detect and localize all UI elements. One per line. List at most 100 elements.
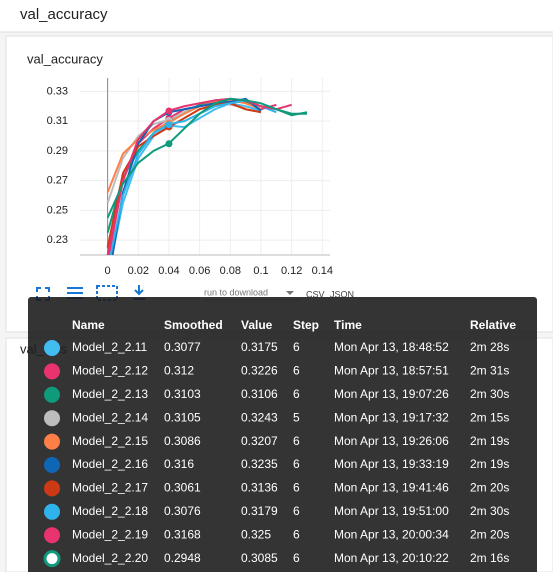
hover-point bbox=[165, 121, 173, 129]
tooltip-cell: Mon Apr 13, 19:26:06 bbox=[334, 434, 449, 448]
tooltip-cell: 0.3235 bbox=[241, 457, 278, 471]
tooltip-cell: 0.3085 bbox=[241, 551, 278, 565]
tooltip-cell: Model_2_2.12 bbox=[72, 364, 148, 378]
series-line bbox=[111, 97, 262, 255]
tooltip-cell: 0.3207 bbox=[241, 434, 278, 448]
run-swatch bbox=[44, 433, 60, 450]
tooltip-cell: 6 bbox=[293, 340, 300, 354]
tooltip-cell: 0.3243 bbox=[241, 410, 278, 424]
download-select[interactable]: run to download bbox=[204, 287, 268, 297]
x-tick-label: 0.1 bbox=[253, 265, 268, 277]
tooltip-cell: Model_2_2.20 bbox=[72, 551, 148, 565]
tooltip-header: Time bbox=[334, 318, 362, 332]
tooltip-cell: 0.312 bbox=[164, 364, 194, 378]
tooltip-cell: 2m 28s bbox=[470, 340, 509, 354]
tooltip-cell: Mon Apr 13, 18:57:51 bbox=[334, 364, 449, 378]
tooltip-cell: 6 bbox=[293, 551, 300, 565]
tooltip bbox=[28, 297, 537, 572]
tooltip-cell: Mon Apr 13, 19:33:19 bbox=[334, 457, 449, 471]
tooltip-header: Step bbox=[293, 318, 319, 332]
tooltip-header: Name bbox=[72, 318, 105, 332]
tooltip-cell: 0.3105 bbox=[164, 410, 201, 424]
y-tick-label: 0.25 bbox=[47, 204, 68, 216]
tooltip-cell: 6 bbox=[293, 527, 300, 541]
x-tick-label: 0.02 bbox=[128, 265, 149, 277]
y-tick-label: 0.23 bbox=[47, 234, 68, 246]
tooltip-cell: Mon Apr 13, 19:17:32 bbox=[334, 410, 449, 424]
csv-link[interactable]: CSV bbox=[306, 289, 325, 299]
tooltip-cell: Model_2_2.13 bbox=[72, 387, 148, 401]
fullscreen-icon[interactable] bbox=[36, 287, 50, 301]
x-tick-label: 0.04 bbox=[158, 265, 179, 277]
tooltip-cell: 2m 19s bbox=[470, 434, 509, 448]
x-tick-label: 0.12 bbox=[281, 265, 302, 277]
tooltip-cell: 0.316 bbox=[164, 457, 194, 471]
tooltip-cell: 2m 19s bbox=[470, 457, 509, 471]
tooltip-cell: 0.3103 bbox=[164, 387, 201, 401]
tooltip-cell: 0.3179 bbox=[241, 504, 278, 518]
x-tick-label: 0 bbox=[105, 265, 111, 277]
tooltip-cell: Mon Apr 13, 19:41:46 bbox=[334, 481, 449, 495]
series-line bbox=[106, 97, 292, 255]
tooltip-cell: Model_2_2.17 bbox=[72, 481, 148, 495]
run-swatch bbox=[44, 527, 60, 544]
tooltip-cell: 5 bbox=[293, 410, 300, 424]
tooltip-cell: 0.3077 bbox=[164, 340, 201, 354]
tooltip-cell: 0.3168 bbox=[164, 527, 201, 541]
tooltip-cell: 2m 15s bbox=[470, 410, 509, 424]
tooltip-cell: Model_2_2.15 bbox=[72, 434, 148, 448]
tooltip-cell: 6 bbox=[293, 457, 300, 471]
fit-domain-icon[interactable] bbox=[96, 285, 118, 301]
tooltip-cell: 0.3076 bbox=[164, 504, 201, 518]
tooltip-cell: Mon Apr 13, 19:51:00 bbox=[334, 504, 449, 518]
run-swatch bbox=[44, 503, 60, 520]
y-tick-label: 0.31 bbox=[47, 115, 68, 127]
tooltip-cell: 0.3061 bbox=[164, 481, 201, 495]
card bbox=[5, 35, 553, 333]
tooltip-cell: Model_2_2.11 bbox=[72, 340, 147, 354]
hover-point bbox=[165, 107, 173, 115]
tooltip-cell: 2m 30s bbox=[470, 504, 509, 518]
run-swatch bbox=[44, 480, 60, 497]
tooltip-cell: Mon Apr 13, 19:07:26 bbox=[334, 387, 449, 401]
tooltip-cell: 6 bbox=[293, 387, 300, 401]
tooltip-cell: 0.3106 bbox=[241, 387, 278, 401]
tooltip-cell: 0.3175 bbox=[241, 340, 278, 354]
series-line bbox=[106, 97, 308, 219]
x-tick-label: 0.08 bbox=[220, 265, 241, 277]
tooltip-cell: 0.3086 bbox=[164, 434, 201, 448]
run-swatch bbox=[44, 457, 60, 473]
tooltip-cell: 6 bbox=[293, 434, 300, 448]
header-title: val_accuracy bbox=[20, 6, 108, 23]
tooltip-cell: 2m 20s bbox=[470, 527, 509, 541]
x-tick-label: 0.06 bbox=[189, 265, 210, 277]
tooltip-cell: 6 bbox=[293, 481, 300, 495]
run-swatch bbox=[44, 340, 60, 356]
json-link[interactable]: JSON bbox=[330, 289, 354, 299]
tooltip-header: Smoothed bbox=[164, 318, 223, 332]
run-swatch bbox=[43, 550, 61, 568]
tooltip-cell: 2m 30s bbox=[470, 387, 509, 401]
tooltip-cell: 0.325 bbox=[241, 527, 271, 541]
tooltip-cell: 0.3226 bbox=[241, 364, 278, 378]
run-swatch bbox=[44, 410, 60, 427]
tooltip-cell: Model_2_2.14 bbox=[72, 410, 148, 424]
tooltip-cell: 2m 31s bbox=[470, 364, 509, 378]
tooltip-cell: 0.2948 bbox=[164, 551, 201, 565]
tooltip-cell: Mon Apr 13, 20:00:34 bbox=[334, 527, 449, 541]
hover-point bbox=[165, 140, 173, 148]
tooltip-cell: Model_2_2.19 bbox=[72, 527, 148, 541]
y-tick-label: 0.33 bbox=[47, 85, 68, 97]
tooltip-cell: 2m 16s bbox=[470, 551, 509, 565]
y-tick-label: 0.29 bbox=[47, 145, 68, 157]
header-bar bbox=[0, 0, 553, 32]
select-arrow bbox=[286, 291, 294, 295]
x-tick-label: 0.14 bbox=[312, 265, 333, 277]
tooltip-cell: 2m 20s bbox=[470, 481, 509, 495]
chart-title: val_accuracy bbox=[27, 51, 103, 66]
run-swatch bbox=[44, 363, 60, 380]
tooltip-cell: Mon Apr 13, 18:48:52 bbox=[334, 340, 449, 354]
y-tick-label: 0.27 bbox=[47, 175, 68, 187]
tooltip-cell: 6 bbox=[293, 364, 300, 378]
